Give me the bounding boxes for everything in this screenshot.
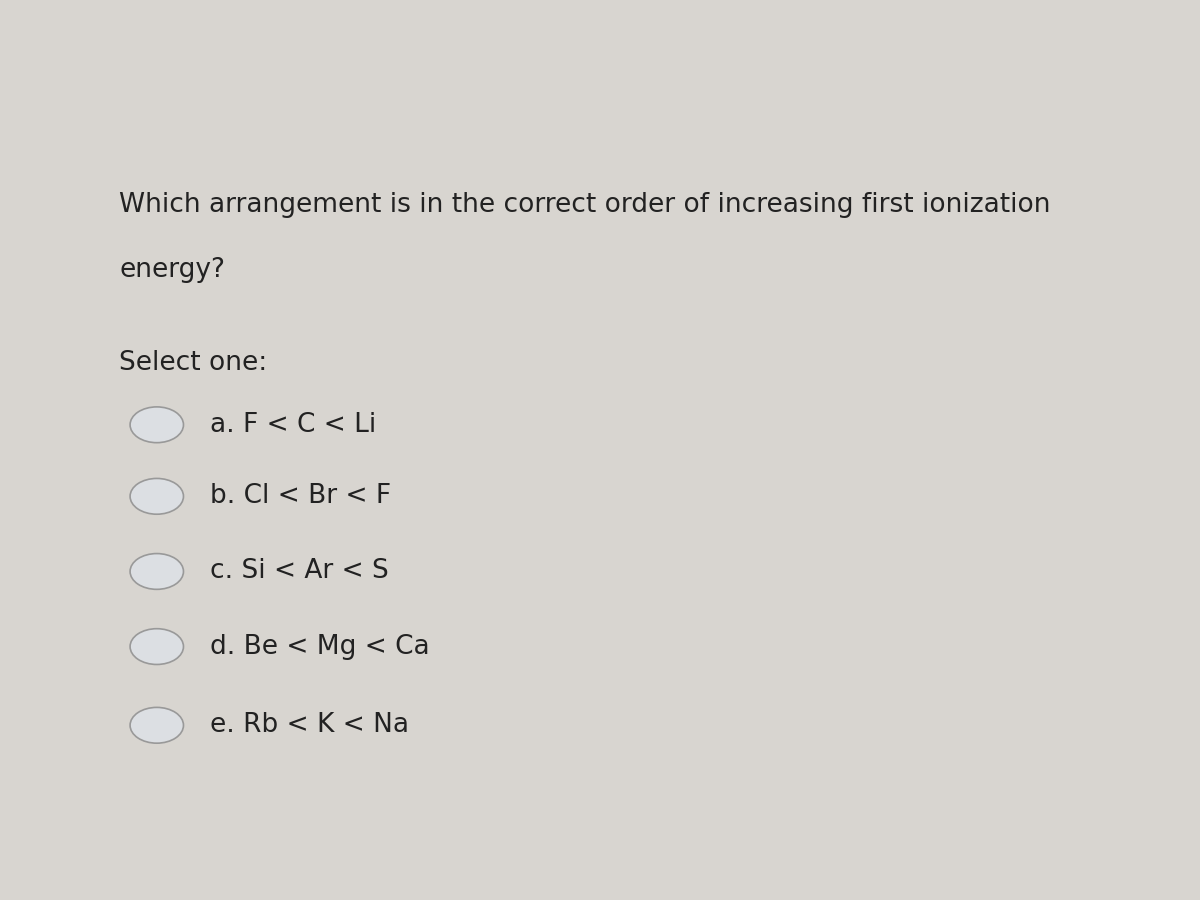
Circle shape — [130, 479, 184, 514]
Circle shape — [130, 629, 184, 664]
Text: energy?: energy? — [120, 256, 226, 283]
Text: b. Cl < Br < F: b. Cl < Br < F — [210, 483, 391, 509]
Text: Which arrangement is in the correct order of increasing first ionization: Which arrangement is in the correct orde… — [120, 193, 1051, 218]
Text: a. F < C < Li: a. F < C < Li — [210, 412, 377, 437]
Text: c. Si < Ar < S: c. Si < Ar < S — [210, 559, 389, 584]
Circle shape — [130, 707, 184, 743]
Text: Select one:: Select one: — [120, 349, 268, 375]
Circle shape — [130, 407, 184, 443]
Circle shape — [130, 554, 184, 590]
Text: e. Rb < K < Na: e. Rb < K < Na — [210, 712, 409, 738]
Text: d. Be < Mg < Ca: d. Be < Mg < Ca — [210, 634, 430, 660]
